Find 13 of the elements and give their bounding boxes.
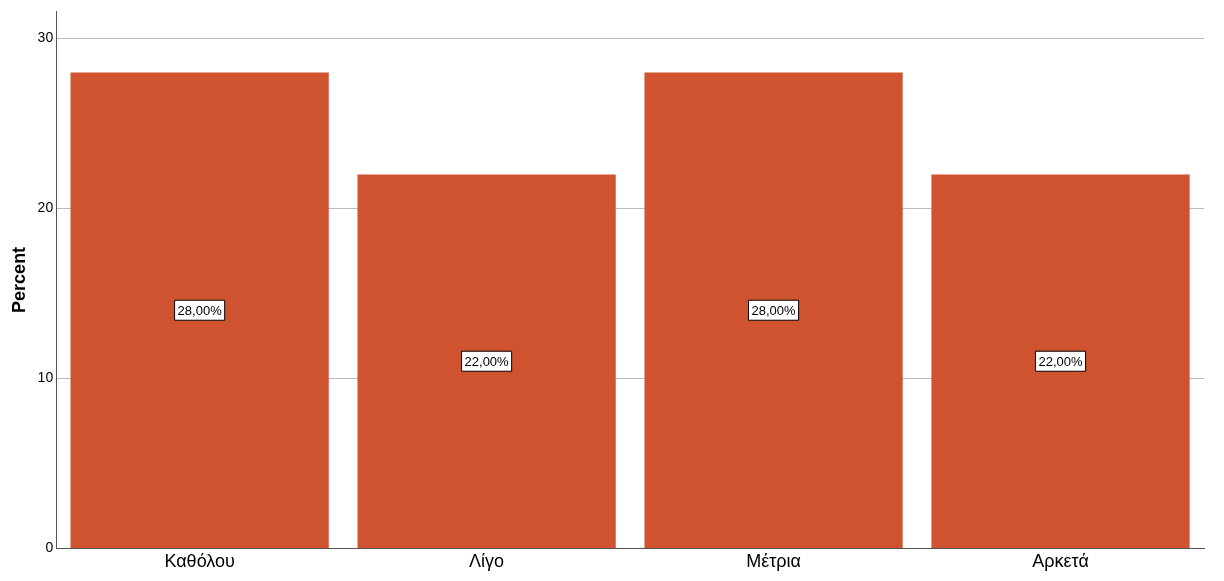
- x-tick-label: Λίγο: [469, 551, 505, 572]
- data-label: 22,00%: [1038, 353, 1084, 369]
- y-tick-label: 0: [45, 539, 54, 556]
- data-label: 28,00%: [177, 302, 223, 318]
- y-tick-label: 20: [37, 199, 54, 216]
- y-tick-label: 10: [37, 369, 54, 386]
- data-label: 28,00%: [751, 302, 797, 318]
- data-label: 22,00%: [464, 353, 510, 369]
- x-tick-label: Μέτρια: [746, 551, 801, 572]
- x-tick-label: Αρκετά: [1032, 551, 1089, 572]
- y-tick-label: 30: [37, 29, 54, 46]
- y-axis-title: Percent: [8, 246, 29, 313]
- x-tick-label: Καθόλου: [164, 551, 235, 572]
